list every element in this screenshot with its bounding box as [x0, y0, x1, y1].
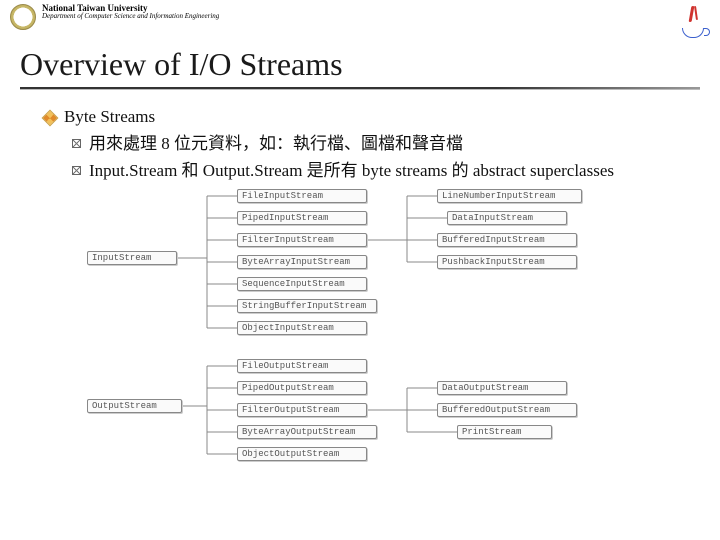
department-name: Department of Computer Science and Infor…	[42, 13, 219, 20]
class-box-in_bar: ByteArrayInputStream	[237, 255, 367, 269]
square-bullet-icon	[72, 166, 81, 175]
class-box-out_data: DataOutputStream	[437, 381, 567, 395]
title-area: Overview of I/O Streams	[0, 38, 720, 93]
class-box-in_push: PushbackInputStream	[437, 255, 577, 269]
university-seal-icon	[10, 4, 36, 30]
university-text: National Taiwan University Department of…	[42, 4, 219, 20]
class-box-in_data: DataInputStream	[447, 211, 567, 225]
bullet-level2: Input.Stream 和 Output.Stream 是所有 byte st…	[72, 160, 690, 183]
java-logo-icon	[680, 4, 710, 38]
bullet-l1-text: Byte Streams	[64, 107, 155, 127]
content: Byte Streams 用來處理 8 位元資料，如：執行檔、圖檔和聲音檔 In…	[0, 93, 720, 459]
class-box-in_file: FileInputStream	[237, 189, 367, 203]
class-box-out_buf: BufferedOutputStream	[437, 403, 577, 417]
class-box-in_root: InputStream	[87, 251, 177, 265]
bullet-l2a-text: 用來處理 8 位元資料，如：執行檔、圖檔和聲音檔	[89, 133, 463, 156]
class-box-in_piped: PipedInputStream	[237, 211, 367, 225]
square-bullet-icon	[72, 139, 81, 148]
class-box-out_bar: ByteArrayOutputStream	[237, 425, 377, 439]
class-hierarchy-diagram: InputStream FileInputStream PipedInputStre…	[87, 189, 647, 459]
class-box-in_sbuf: StringBufferInputStream	[237, 299, 377, 313]
class-box-in_filter: FilterInputStream	[237, 233, 367, 247]
title-underline	[20, 87, 700, 89]
diagram-connectors	[87, 189, 647, 459]
bullet-l2b-text: Input.Stream 和 Output.Stream 是所有 byte st…	[89, 160, 614, 183]
slide-title: Overview of I/O Streams	[20, 46, 700, 83]
class-box-in_line: LineNumberInputStream	[437, 189, 582, 203]
bullet-level2: 用來處理 8 位元資料，如：執行檔、圖檔和聲音檔	[72, 133, 690, 156]
header: National Taiwan University Department of…	[0, 0, 720, 38]
class-box-out_filter: FilterOutputStream	[237, 403, 367, 417]
bullet-level1: Byte Streams	[44, 107, 690, 127]
class-box-in_obj: ObjectInputStream	[237, 321, 367, 335]
slide: National Taiwan University Department of…	[0, 0, 720, 540]
class-box-out_file: FileOutputStream	[237, 359, 367, 373]
class-box-out_obj: ObjectOutputStream	[237, 447, 367, 461]
class-box-out_print: PrintStream	[457, 425, 552, 439]
class-box-out_piped: PipedOutputStream	[237, 381, 367, 395]
class-box-out_root: OutputStream	[87, 399, 182, 413]
class-box-in_buf: BufferedInputStream	[437, 233, 577, 247]
diamond-bullet-icon	[42, 110, 59, 127]
class-box-in_seq: SequenceInputStream	[237, 277, 367, 291]
